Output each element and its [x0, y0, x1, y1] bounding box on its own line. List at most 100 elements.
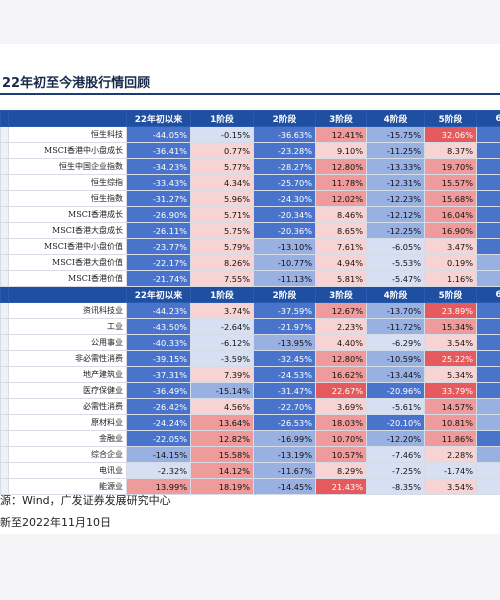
value-cell: -23.77%	[126, 238, 191, 255]
value-cell: -23.28%	[253, 142, 316, 159]
value-cell: -13.10%	[253, 238, 316, 255]
value-cell: -14.15%	[126, 446, 191, 463]
value-cell: -14.45%	[253, 478, 316, 495]
value-cell: -26.42%	[126, 398, 191, 415]
value-cell: 7.61%	[315, 238, 367, 255]
row-gutter	[0, 222, 9, 239]
row-gutter	[0, 398, 9, 415]
value-cell: -23	[476, 430, 500, 447]
column-header: 3阶段	[315, 110, 367, 127]
value-cell: 14.57%	[424, 398, 477, 415]
table-row: 工业 -43.50% -2.64% -21.97% 2.23% -11.72% 15.34%…	[0, 318, 500, 335]
value-cell: 7.55%	[190, 270, 254, 287]
row-gutter	[0, 414, 9, 431]
value-cell: -1.74%	[424, 462, 477, 479]
value-cell: 5.34%	[424, 366, 477, 383]
update-date: 新至2022年11月10日	[0, 516, 111, 529]
table-row: 资讯科技业 -44.23% 3.74% -37.59% 12.67% -13.70% 23.…	[0, 302, 500, 319]
row-gutter	[0, 254, 9, 271]
table-row: 恒生指数 -31.27% 5.96% -24.30% 12.02% -12.23% 15.6…	[0, 190, 500, 207]
column-header: 6	[476, 286, 500, 303]
table-row: 必需性消费 -26.42% 4.56% -22.70% 3.69% -5.61% 14.57…	[0, 398, 500, 415]
value-cell: -12.25%	[366, 222, 425, 239]
value-cell: -43.50%	[126, 318, 191, 335]
value-cell: 12.82%	[190, 430, 254, 447]
row-gutter	[0, 382, 9, 399]
value-cell: -37.31%	[126, 366, 191, 383]
value-cell: -27	[476, 350, 500, 367]
value-cell: -12.20%	[366, 430, 425, 447]
value-cell: -6	[476, 462, 500, 479]
row-label: 公用事业	[8, 334, 127, 351]
column-header: 1阶段	[190, 286, 254, 303]
value-cell: -26.53%	[253, 414, 316, 431]
value-cell: 5.71%	[190, 206, 254, 223]
value-cell: -27	[476, 174, 500, 191]
table-row: 恒生综指 -33.43% 4.34% -25.70% 11.78% -12.31% 15.5…	[0, 174, 500, 191]
value-cell: -28.27%	[253, 158, 316, 175]
row-gutter	[0, 462, 9, 479]
value-cell: -21.97%	[253, 318, 316, 335]
value-cell: -16.99%	[253, 430, 316, 447]
value-cell: -26.11%	[126, 222, 191, 239]
table-row: MSCI香港价值 -21.74% 7.55% -11.13% 5.81% -5.47% 1.…	[0, 270, 500, 287]
value-cell: 14.12%	[190, 462, 254, 479]
value-cell: 15.68%	[424, 190, 477, 207]
row-gutter	[0, 270, 9, 287]
value-cell: -21	[476, 238, 500, 255]
value-cell: -16	[476, 446, 500, 463]
value-cell: -15.75%	[366, 126, 425, 143]
value-cell: -29	[476, 158, 500, 175]
row-label: 综合企业	[8, 446, 127, 463]
value-cell: 15.57%	[424, 174, 477, 191]
value-cell: -10.59%	[366, 350, 425, 367]
column-header: 22年初以来	[126, 110, 191, 127]
value-cell: 23.89%	[424, 302, 477, 319]
value-cell: -33.43%	[126, 174, 191, 191]
value-cell: -22	[476, 222, 500, 239]
value-cell: 18.03%	[315, 414, 367, 431]
value-cell: -6.29%	[366, 334, 425, 351]
row-label: MSCI香港大盘成长	[8, 222, 127, 239]
row-gutter	[0, 158, 9, 175]
page-title: 22年初至今港股行情回顾	[2, 76, 151, 91]
value-cell: 19.70%	[424, 158, 477, 175]
value-cell: 4.56%	[190, 398, 254, 415]
table-row: 综合企业 -14.15% 15.58% -13.19% 10.57% -7.46% 2.28…	[0, 446, 500, 463]
value-cell: -15.14%	[190, 382, 254, 399]
value-cell: 16.90%	[424, 222, 477, 239]
value-cell: -18	[476, 254, 500, 271]
value-cell: -26.90%	[126, 206, 191, 223]
value-cell: -26	[476, 190, 500, 207]
value-cell: -10.77%	[253, 254, 316, 271]
value-cell: 7.39%	[190, 366, 254, 383]
value-cell: 1.16%	[424, 270, 477, 287]
row-label: 恒生中国企业指数	[8, 158, 127, 175]
value-cell: -35	[476, 126, 500, 143]
value-cell: 10.70%	[315, 430, 367, 447]
value-cell: -13.19%	[253, 446, 316, 463]
column-header: 2阶段	[253, 286, 316, 303]
column-header: 3阶段	[315, 286, 367, 303]
row-label: MSCI香港价值	[8, 270, 127, 287]
row-gutter	[0, 350, 9, 367]
row-gutter	[0, 190, 9, 207]
column-header: 5阶段	[424, 110, 477, 127]
value-cell: 15.34%	[424, 318, 477, 335]
value-cell: 10.57%	[315, 446, 367, 463]
value-cell: -39.15%	[126, 350, 191, 367]
table-row: 金融业 -22.05% 12.82% -16.99% 10.70% -12.20% 11.8…	[0, 430, 500, 447]
value-cell: 5.79%	[190, 238, 254, 255]
report-page: 22年初至今港股行情回顾 22年初以来1阶段2阶段3阶段4阶段5阶段6恒生科技-…	[0, 44, 500, 534]
row-gutter	[0, 366, 9, 383]
value-cell: 10.81%	[424, 414, 477, 431]
value-cell: -11.25%	[366, 142, 425, 159]
value-cell: -24.30%	[253, 190, 316, 207]
row-gutter	[0, 126, 9, 143]
source-note: 源：Wind，广发证券发展研究中心	[0, 494, 171, 507]
value-cell: -22.05%	[126, 430, 191, 447]
row-label: 地产建筑业	[8, 366, 127, 383]
table-row: MSCI香港大盘成长 -26.11% 5.75% -20.36% 8.65% -12.25…	[0, 222, 500, 239]
row-label: MSCI香港成长	[8, 206, 127, 223]
value-cell: -8.35%	[366, 478, 425, 495]
